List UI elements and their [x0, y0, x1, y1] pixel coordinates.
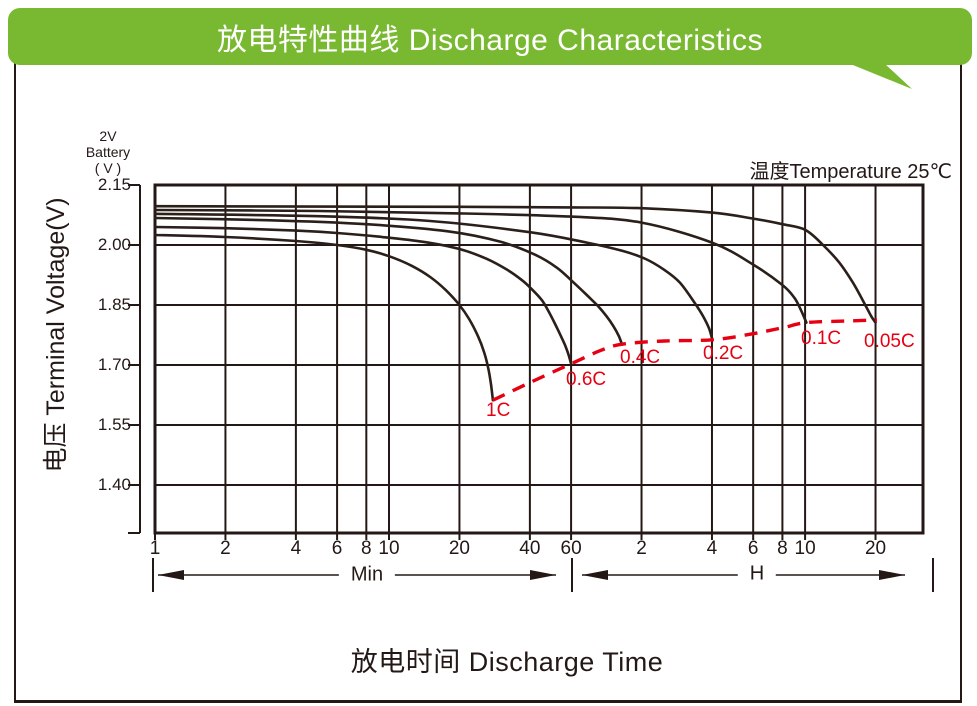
- x-tick-label: 20: [864, 538, 887, 559]
- page-title: 放电特性曲线 Discharge Characteristics: [216, 23, 764, 57]
- x-tick-label: 8: [777, 538, 788, 559]
- arrowhead-left: [158, 570, 184, 580]
- x-axis-title: 放电时间 Discharge Time: [350, 647, 664, 677]
- x-tick-label: 6: [331, 538, 343, 559]
- x-tick-label: 1: [149, 538, 161, 559]
- arrowhead-right: [879, 570, 905, 580]
- x-tick-label: 6: [747, 538, 759, 559]
- y-axis-title: 电压 Terminal Voltage(V): [42, 197, 70, 473]
- x-tick-label: 60: [560, 538, 582, 559]
- y-tick-label: 1.55: [97, 415, 131, 434]
- title-banner: 放电特性曲线 Discharge Characteristics: [8, 8, 972, 65]
- x-tick-label: 4: [290, 538, 302, 559]
- discharge-curve-0.6C: [153, 225, 573, 366]
- discharge-curve-1C: [153, 233, 495, 402]
- unit-note-line2: Battery: [85, 144, 131, 160]
- unit-note-line1: 2V: [99, 128, 117, 144]
- unit-note-line3: ( V ): [94, 160, 122, 176]
- curve-label-0.1C: 0.1C: [801, 328, 842, 349]
- curve-label-0.2C: 0.2C: [703, 343, 744, 364]
- curve-label-0.4C: 0.4C: [620, 347, 661, 368]
- y-tick-label: 1.40: [97, 475, 131, 494]
- discharge-curve-0.1C: [153, 208, 808, 324]
- x-tick-label: 10: [378, 538, 400, 559]
- temperature-annotation: 温度Temperature 25℃: [749, 161, 952, 183]
- discharge-curve-0.2C: [153, 212, 714, 342]
- x-tick-label: 4: [706, 538, 718, 559]
- x-tick-label: 40: [519, 538, 541, 559]
- x-tick-label: 20: [448, 538, 471, 559]
- discharge-curve-0.05C: [153, 204, 877, 324]
- y-tick-label: 2.00: [97, 235, 131, 254]
- curve-label-0.6C: 0.6C: [566, 369, 607, 390]
- x-tick-label: 10: [794, 538, 816, 559]
- y-tick-label: 1.85: [97, 295, 131, 314]
- curve-label-1C: 1C: [486, 400, 511, 421]
- curve-label-0.05C: 0.05C: [864, 331, 915, 352]
- x-tick-label: 8: [361, 538, 372, 559]
- arrowhead-left: [582, 570, 608, 580]
- plot-border: [153, 183, 925, 535]
- cutoff-voltage-dashed-line: [492, 318, 878, 402]
- y-tick-label: 2.15: [97, 175, 131, 194]
- banner-tail-pointer: [848, 63, 912, 89]
- discharge-curve-0.4C: [153, 216, 624, 346]
- arrowhead-right: [530, 570, 556, 580]
- range-label-min: Min: [338, 563, 396, 587]
- y-tick-label: 1.70: [97, 355, 131, 374]
- y-axis-unit-note: 2V Battery ( V ): [86, 128, 130, 176]
- x-tick-label: 2: [220, 538, 231, 559]
- content-box: [14, 36, 962, 703]
- range-label-h: H: [737, 562, 777, 586]
- x-tick-label: 2: [636, 538, 647, 559]
